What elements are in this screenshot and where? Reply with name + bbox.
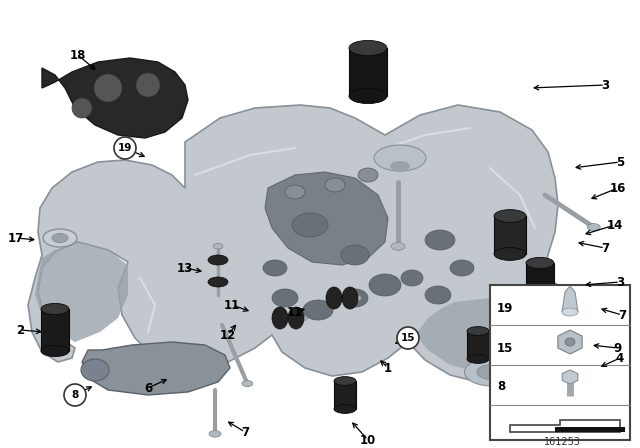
Ellipse shape — [391, 242, 405, 250]
Ellipse shape — [349, 40, 387, 56]
Circle shape — [136, 73, 160, 97]
Ellipse shape — [209, 431, 221, 437]
Ellipse shape — [43, 229, 77, 247]
Bar — [494, 216, 526, 254]
Text: 8: 8 — [497, 379, 505, 392]
Ellipse shape — [369, 274, 401, 296]
Bar — [334, 381, 356, 409]
Ellipse shape — [351, 295, 362, 301]
Ellipse shape — [208, 277, 228, 287]
Bar — [467, 331, 489, 359]
Ellipse shape — [526, 258, 554, 269]
Text: 17: 17 — [8, 232, 24, 245]
Text: 161253: 161253 — [543, 437, 580, 447]
Ellipse shape — [292, 213, 328, 237]
Circle shape — [94, 74, 122, 102]
Ellipse shape — [242, 380, 253, 387]
Text: 11: 11 — [224, 298, 240, 311]
Text: 10: 10 — [360, 434, 376, 447]
Polygon shape — [82, 342, 230, 395]
Text: 7: 7 — [601, 241, 609, 254]
Ellipse shape — [465, 358, 520, 386]
Polygon shape — [555, 427, 625, 432]
Text: 9: 9 — [614, 341, 622, 354]
Ellipse shape — [588, 224, 600, 231]
Ellipse shape — [263, 260, 287, 276]
Ellipse shape — [526, 295, 554, 306]
Polygon shape — [35, 242, 128, 342]
Ellipse shape — [349, 88, 387, 103]
Text: 11: 11 — [287, 306, 303, 319]
Circle shape — [114, 137, 136, 159]
Ellipse shape — [390, 161, 410, 171]
Circle shape — [64, 384, 86, 406]
Ellipse shape — [374, 145, 426, 171]
Ellipse shape — [52, 233, 68, 242]
Ellipse shape — [477, 365, 507, 379]
Ellipse shape — [288, 307, 304, 329]
Ellipse shape — [358, 168, 378, 182]
Text: 1: 1 — [384, 362, 392, 375]
Polygon shape — [558, 330, 582, 354]
Ellipse shape — [450, 260, 474, 276]
Text: 13: 13 — [177, 262, 193, 275]
Ellipse shape — [401, 270, 423, 286]
Ellipse shape — [467, 327, 489, 336]
Ellipse shape — [467, 355, 489, 363]
Ellipse shape — [342, 289, 368, 307]
Text: 5: 5 — [616, 155, 624, 168]
Ellipse shape — [81, 359, 109, 381]
Bar — [526, 263, 554, 301]
Text: 7: 7 — [241, 426, 249, 439]
Ellipse shape — [326, 287, 342, 309]
PathPatch shape — [28, 105, 565, 382]
Ellipse shape — [494, 210, 526, 222]
Text: 16: 16 — [610, 181, 626, 194]
Circle shape — [72, 98, 92, 118]
Ellipse shape — [494, 248, 526, 260]
Polygon shape — [42, 58, 188, 138]
Ellipse shape — [213, 244, 223, 249]
Ellipse shape — [303, 300, 333, 320]
Bar — [490, 285, 630, 440]
Ellipse shape — [334, 405, 356, 414]
Text: 19: 19 — [497, 302, 513, 314]
Polygon shape — [562, 370, 578, 384]
Ellipse shape — [334, 377, 356, 385]
Text: 15: 15 — [497, 341, 513, 354]
Text: 8: 8 — [72, 390, 79, 400]
Text: 2: 2 — [16, 323, 24, 336]
Ellipse shape — [41, 303, 69, 314]
Bar — [41, 309, 69, 351]
Polygon shape — [562, 286, 578, 312]
Text: 6: 6 — [144, 382, 152, 395]
Text: 4: 4 — [616, 352, 624, 365]
Ellipse shape — [285, 185, 305, 199]
Ellipse shape — [272, 289, 298, 307]
Text: 7: 7 — [618, 309, 626, 322]
Ellipse shape — [566, 341, 577, 347]
Ellipse shape — [325, 178, 345, 192]
Text: 12: 12 — [220, 328, 236, 341]
Ellipse shape — [425, 286, 451, 304]
Text: 18: 18 — [70, 48, 86, 61]
Bar — [349, 48, 387, 96]
Ellipse shape — [565, 338, 575, 346]
Ellipse shape — [342, 287, 358, 309]
Ellipse shape — [425, 230, 455, 250]
Circle shape — [397, 327, 419, 349]
Ellipse shape — [272, 307, 288, 329]
Ellipse shape — [562, 308, 578, 316]
Text: 3: 3 — [616, 276, 624, 289]
Ellipse shape — [41, 345, 69, 357]
Polygon shape — [265, 172, 388, 265]
Ellipse shape — [341, 245, 369, 265]
Text: 19: 19 — [118, 143, 132, 153]
Polygon shape — [415, 278, 548, 372]
Text: 14: 14 — [607, 219, 623, 232]
Ellipse shape — [208, 255, 228, 265]
Text: 15: 15 — [401, 333, 415, 343]
Ellipse shape — [298, 315, 307, 321]
Text: 3: 3 — [601, 78, 609, 91]
